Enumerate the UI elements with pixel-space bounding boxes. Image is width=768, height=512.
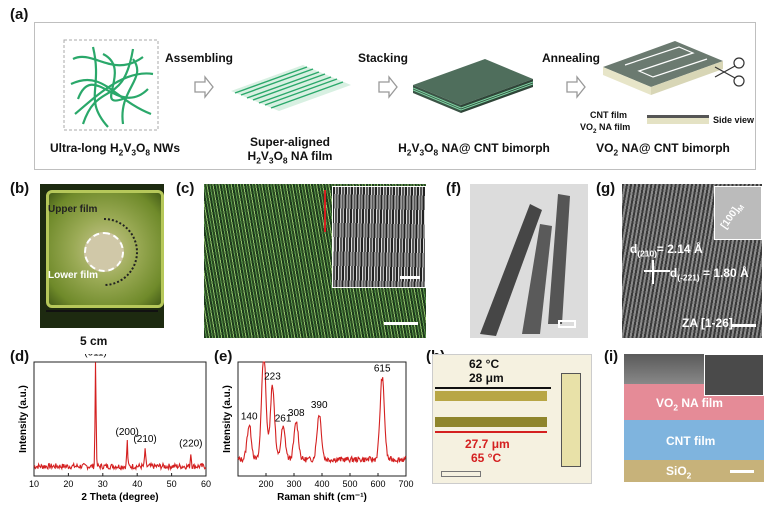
cnt-layer <box>624 420 764 460</box>
panel-b-label: (b) <box>10 180 30 197</box>
optical-bimorph-image: 62 °C 28 μm 27.7 μm 65 °C <box>432 354 592 484</box>
w2-arrow <box>435 431 547 433</box>
x-axis-label: Raman shift (cm⁻¹) <box>277 492 367 503</box>
sem-inset <box>332 186 426 288</box>
step4-caption: VO2 NA@ CNT bimorph <box>596 141 730 158</box>
x-tick-label: 500 <box>342 479 357 489</box>
wire-band-1 <box>435 391 547 401</box>
panel-g-label: (g) <box>596 180 616 197</box>
peak-label: (220) <box>179 439 202 450</box>
side-view-strip <box>647 115 709 124</box>
x-axis-label: 2 Theta (degree) <box>81 492 158 503</box>
cross-section-sem: VO2 NA film CNT film SiO2 <box>624 354 764 482</box>
hrtem-lattice-image: [100]M d(210)= 2.14 Å d(-221) = 1.80 Å Z… <box>622 184 762 338</box>
sem-inset <box>704 354 764 396</box>
peak-label: 223 <box>264 371 281 382</box>
peak-label: (200) <box>116 427 139 438</box>
arrow-1-icon <box>194 75 214 99</box>
hrtem-inset <box>714 186 762 240</box>
assembling-label: Assembling <box>165 51 234 65</box>
lattice-marker <box>652 260 654 284</box>
panel-i-label: (i) <box>604 348 619 365</box>
step1-caption: Ultra-long H2V3O8 NWs <box>49 141 181 158</box>
stacked-bimorph-illustration <box>413 59 533 113</box>
scale-bar <box>558 320 576 328</box>
arrow-3-icon <box>566 75 586 99</box>
scale-bar <box>384 322 418 325</box>
process-schematic-box: Assembling Stacking Annealing <box>34 22 756 170</box>
aligned-film-illustration <box>231 65 351 111</box>
panel-a-label: (a) <box>10 6 29 23</box>
raman-chart: 200300400500600700140192223261308390615R… <box>222 361 414 503</box>
x-tick-label: 60 <box>201 479 211 489</box>
arrow-2-icon <box>378 75 398 99</box>
wire-band-2 <box>435 417 547 427</box>
x-tick-label: 30 <box>98 479 108 489</box>
w1-arrow <box>435 387 551 389</box>
t2-label: 65 °C <box>471 451 502 465</box>
nanowires-illustration <box>63 39 159 131</box>
lower-film-label: Lower film <box>48 270 99 281</box>
x-tick-label: 200 <box>258 479 273 489</box>
lattice-marker <box>644 270 670 272</box>
vo2-film-label: VO2 NA film <box>580 122 631 135</box>
x-tick-label: 10 <box>29 479 39 489</box>
vo2-bimorph-illustration <box>603 41 745 95</box>
petri-dish-photo: Upper film Lower film <box>40 184 164 328</box>
scale-bar <box>732 324 756 327</box>
cnt-film-label: CNT film <box>590 110 627 120</box>
peak-label: 140 <box>241 411 258 422</box>
y-axis-label: Intensity (a.u.) <box>18 385 29 453</box>
plot-frame <box>33 361 207 477</box>
peak-label: (210) <box>133 434 156 445</box>
panel-d-label: (d) <box>10 348 30 365</box>
upper-film-label: Upper film <box>48 204 98 215</box>
aligned-nanowire-micrograph <box>204 184 426 338</box>
d221-label: d(-221) = 1.80 Å <box>670 266 749 283</box>
w2-label: 27.7 μm <box>465 437 510 451</box>
scale-arrow <box>46 310 158 312</box>
scale-bar <box>441 471 481 477</box>
cnt-film-label: CNT film <box>666 434 716 448</box>
panel-e-label: (e) <box>214 348 233 365</box>
tem-nanowire-image <box>470 184 588 338</box>
panel-f-label: (f) <box>446 180 461 197</box>
stacking-label: Stacking <box>358 51 409 65</box>
zone-axis-label: ZA [1-26] <box>682 316 733 330</box>
side-inset <box>561 373 581 467</box>
x-tick-label: 20 <box>63 479 73 489</box>
data-line <box>237 361 407 464</box>
nanowire-shapes <box>480 194 570 336</box>
peak-label: 615 <box>374 363 391 374</box>
red-arrow-icon <box>324 190 326 232</box>
panel-c-label: (c) <box>176 180 195 197</box>
step3-caption: H2V3O8 NA@ CNT bimorph <box>398 141 550 158</box>
sio2-label: SiO2 <box>666 464 692 481</box>
side-view-label: Side view <box>713 115 755 125</box>
step2-caption: Super-aligned H2V3O8 NA film <box>247 135 333 166</box>
vo2-film-label: VO2 NA film <box>656 396 723 413</box>
peak-label: 390 <box>311 400 328 411</box>
peak-label: (011) <box>84 354 107 358</box>
scale-bar <box>730 470 754 473</box>
annealing-label: Annealing <box>542 51 601 65</box>
peak-label: 261 <box>275 414 292 425</box>
x-tick-label: 600 <box>370 479 385 489</box>
x-tick-label: 50 <box>167 479 177 489</box>
t1-label: 62 °C <box>469 357 500 371</box>
xrd-chart: 10 20 30 40 50 60 (011) (200)(210) (220) 2 Theta … <box>18 354 211 503</box>
inset-scale-bar <box>400 276 420 279</box>
data-line <box>33 362 207 472</box>
dish-scale-label: 5 cm <box>80 334 108 348</box>
sio2-layer <box>624 460 764 482</box>
x-tick-label: 300 <box>286 479 301 489</box>
x-tick-label: 400 <box>314 479 329 489</box>
d210-label: d(210)= 2.14 Å <box>630 242 703 259</box>
peak-label: 308 <box>288 408 305 419</box>
w1-label: 28 μm <box>469 371 504 385</box>
x-tick-label: 40 <box>132 479 142 489</box>
y-axis-label: Intensity (a.u.) <box>222 385 233 453</box>
x-tick-label: 700 <box>398 479 413 489</box>
